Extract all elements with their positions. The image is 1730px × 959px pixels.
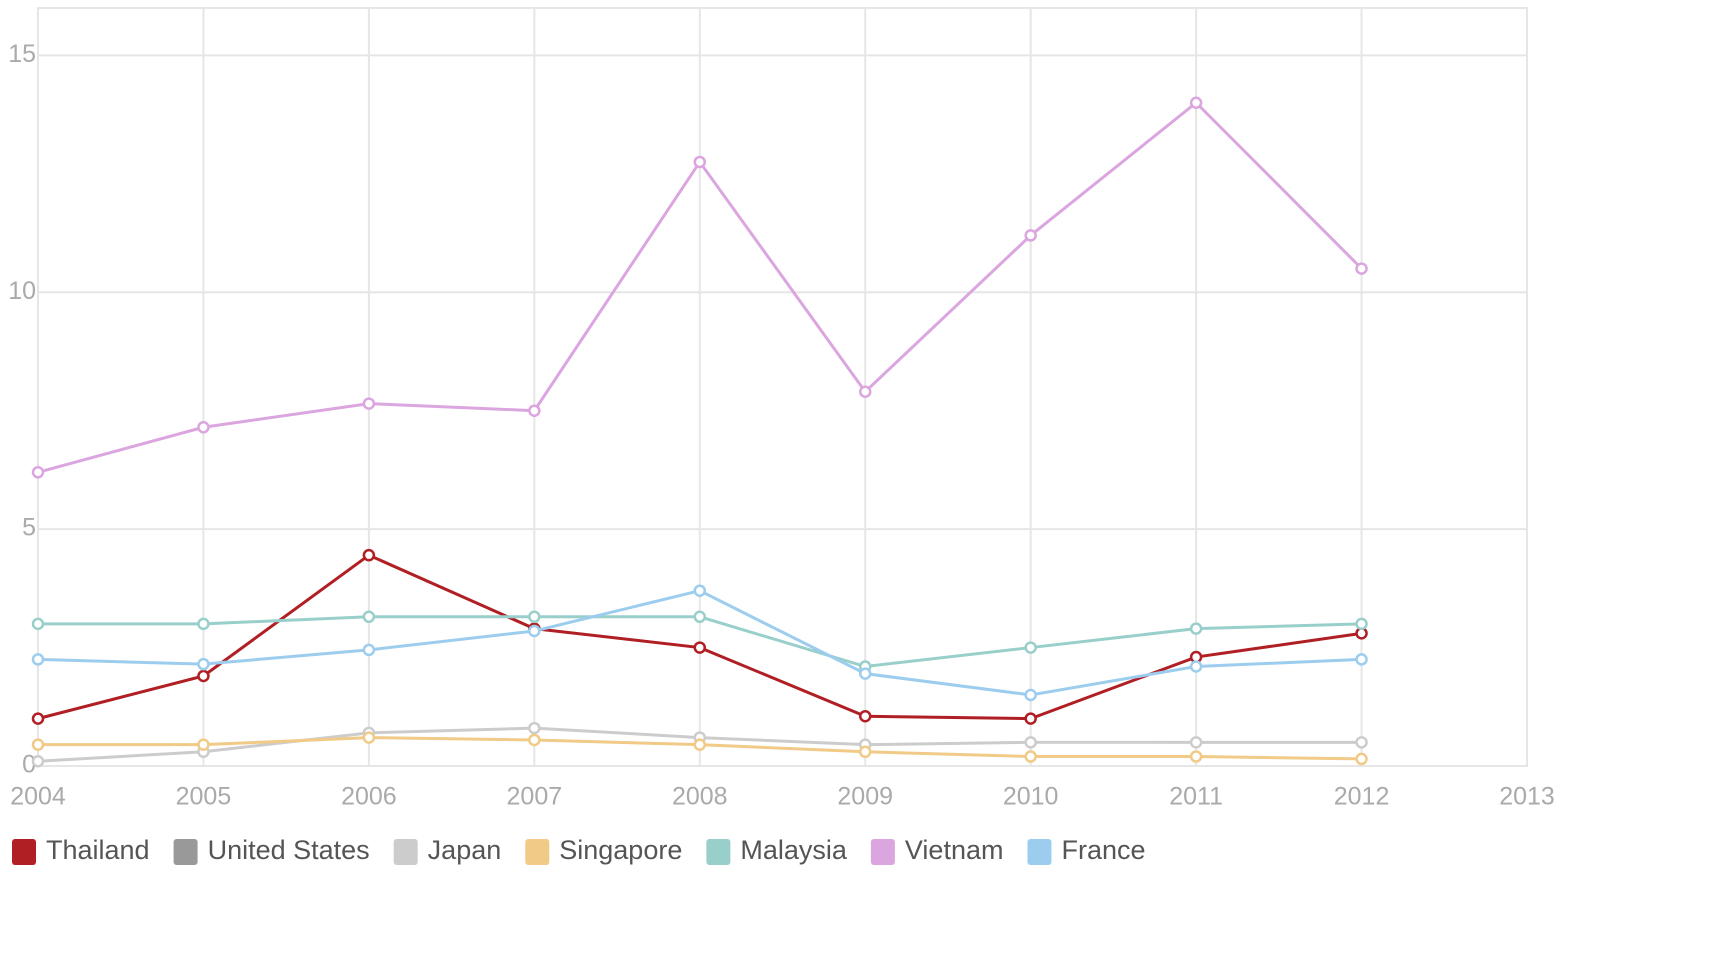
y-tick-label: 15: [8, 40, 36, 68]
data-point: [693, 155, 707, 169]
data-point: [362, 731, 376, 744]
data-point: [1189, 622, 1203, 635]
y-tick-label: 0: [22, 751, 36, 779]
data-point: [31, 617, 45, 631]
data-point: [362, 397, 376, 410]
data-point: [528, 610, 541, 624]
y-tick-label: 10: [8, 277, 36, 305]
plot-area: [37, 7, 1528, 767]
legend-swatch: [870, 839, 895, 865]
data-point: [1189, 736, 1203, 749]
data-point: [31, 466, 45, 479]
y-tick-label: 5: [22, 514, 36, 542]
data-point: [693, 584, 707, 597]
x-tick-label: 2004: [10, 783, 66, 811]
legend-swatch: [706, 839, 731, 865]
legend-swatch: [1027, 839, 1052, 865]
legend-label: Japan: [428, 835, 502, 865]
data-point: [197, 421, 210, 434]
x-tick-label: 2010: [1003, 783, 1059, 811]
data-point: [362, 548, 376, 562]
data-point: [1024, 229, 1037, 242]
data-point: [858, 745, 872, 759]
data-point: [197, 617, 210, 631]
data-point: [1355, 262, 1368, 275]
x-tick-label: 2005: [176, 783, 232, 811]
x-tick-label: 2013: [1499, 783, 1555, 811]
x-tick-label: 2007: [507, 783, 563, 811]
legend-swatch: [12, 839, 36, 865]
legend-label: France: [1061, 835, 1145, 865]
data-point: [1189, 660, 1203, 673]
data-point: [197, 657, 210, 671]
data-point: [858, 385, 872, 398]
legend-label: Thailand: [46, 835, 150, 865]
data-point: [528, 624, 541, 638]
data-point: [362, 610, 376, 624]
data-point: [1024, 641, 1037, 654]
data-point: [362, 643, 376, 657]
data-point: [31, 755, 45, 768]
data-point: [858, 667, 872, 680]
data-point: [1189, 96, 1203, 109]
data-point: [528, 404, 541, 417]
x-tick-label: 2009: [837, 783, 893, 811]
data-point: [1189, 750, 1203, 763]
legend-swatch: [393, 839, 418, 865]
x-tick-label: 2008: [672, 783, 728, 811]
x-tick-label: 2006: [341, 783, 397, 811]
data-point: [1355, 736, 1368, 749]
legend-swatch: [173, 839, 198, 865]
legend-label: Vietnam: [905, 835, 1004, 865]
data-point: [858, 710, 872, 723]
data-point: [197, 738, 210, 751]
data-point: [1355, 617, 1368, 631]
data-point: [1355, 653, 1368, 666]
data-point: [1024, 712, 1037, 725]
data-point: [1024, 688, 1037, 702]
data-point: [31, 738, 45, 751]
data-point: [31, 653, 45, 666]
legend-label: Singapore: [559, 835, 682, 865]
data-point: [1024, 736, 1037, 749]
x-tick-label: 2011: [1169, 783, 1223, 811]
data-point: [1355, 752, 1368, 766]
data-point: [528, 721, 541, 735]
legend-swatch: [525, 839, 550, 865]
data-point: [693, 610, 707, 624]
data-point: [197, 669, 210, 683]
legend-label: Malaysia: [740, 835, 848, 865]
data-point: [693, 641, 707, 654]
data-point: [528, 733, 541, 747]
legend-label: United States: [208, 835, 370, 865]
data-point: [31, 712, 45, 725]
data-point: [1024, 750, 1037, 763]
x-tick-label: 2012: [1334, 783, 1390, 811]
data-point: [693, 738, 707, 751]
